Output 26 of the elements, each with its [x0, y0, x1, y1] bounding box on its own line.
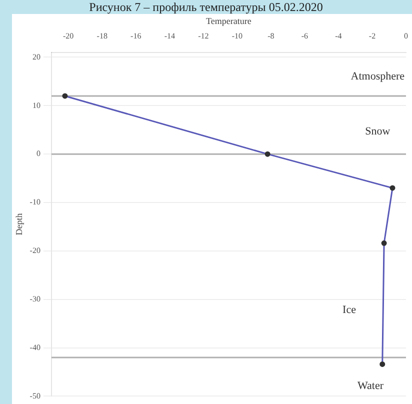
x-tick-label: -2	[368, 32, 376, 41]
x-tick-label: -6	[301, 32, 308, 41]
x-axis-title: Temperature	[206, 16, 252, 26]
x-tick-label: -8	[268, 32, 274, 41]
y-tick-label: -50	[30, 391, 40, 400]
x-tick-label: 0	[404, 32, 408, 41]
y-tick-label: -30	[30, 294, 40, 304]
y-tick-label: 10	[32, 100, 40, 110]
y-tick-label: -10	[30, 198, 40, 207]
x-tick-label: -20	[63, 32, 74, 41]
annotation: Ice	[342, 304, 356, 316]
y-tick-label: -20	[30, 246, 40, 256]
y-tick-label: 20	[32, 52, 40, 62]
x-tick-label: -10	[232, 32, 243, 41]
x-tick-label: -4	[335, 32, 342, 41]
y-axis-title: Depth	[14, 212, 24, 236]
annotation: Water	[358, 380, 384, 392]
x-tick-label: -18	[96, 32, 108, 41]
x-tick-label: -14	[164, 32, 175, 41]
annotation: Snow	[365, 125, 390, 138]
y-tick-label: 0	[36, 149, 40, 158]
x-tick-label: -12	[198, 32, 209, 41]
chart-title: Рисунок 7 – профиль температуры 05.02.2020	[88, 0, 324, 14]
y-tick-label: -40	[30, 342, 40, 352]
annotation: Atmosphere	[350, 70, 405, 82]
x-tick-label: -16	[130, 32, 142, 41]
